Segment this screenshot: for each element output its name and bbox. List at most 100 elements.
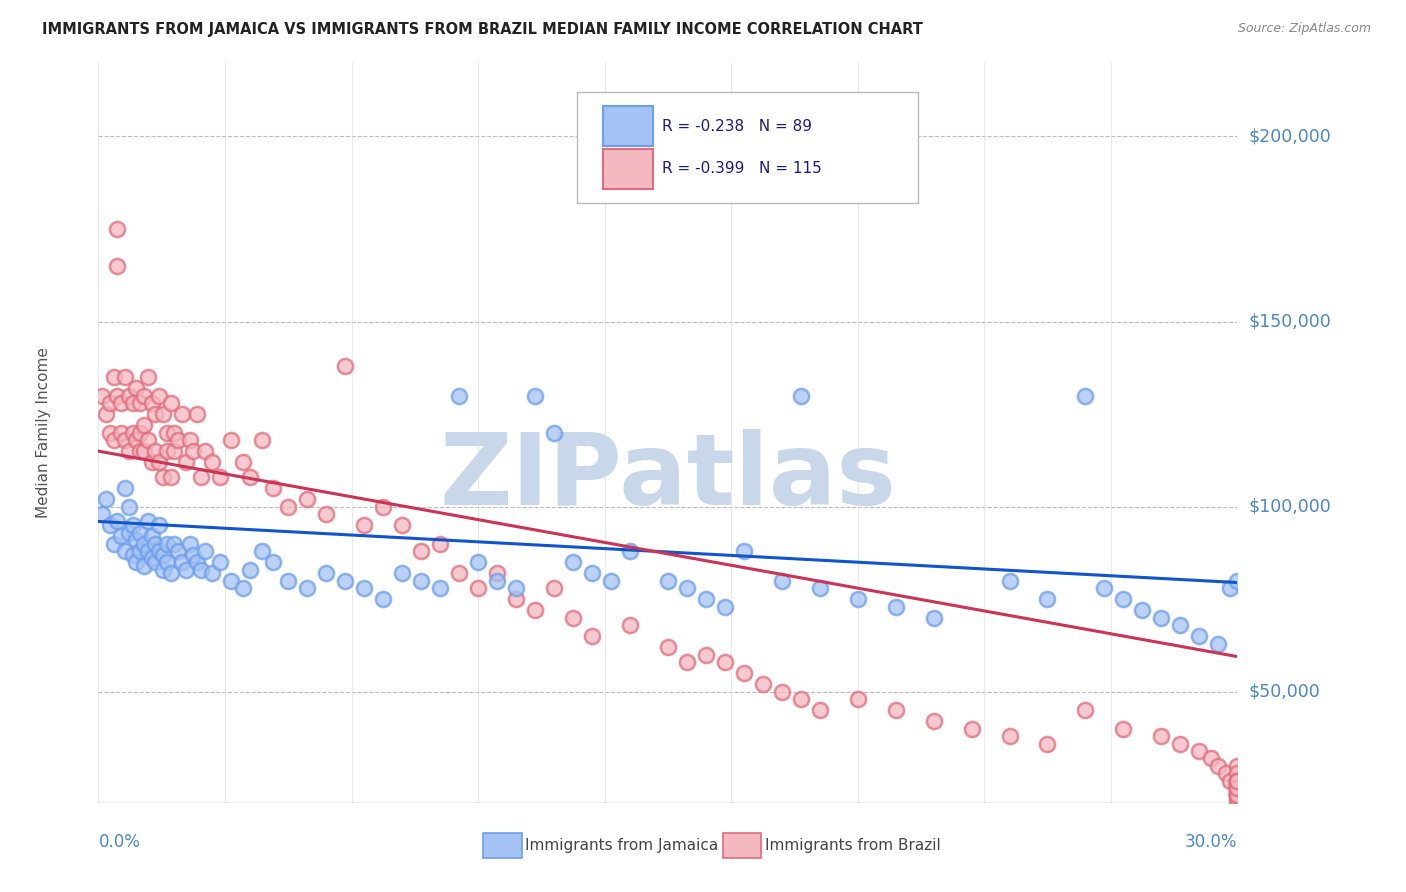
FancyBboxPatch shape — [484, 833, 522, 858]
Point — [145, 444, 167, 458]
Point — [315, 507, 337, 521]
Text: 30.0%: 30.0% — [1185, 833, 1237, 851]
Point — [118, 525, 141, 540]
Point — [524, 389, 547, 403]
Point — [114, 481, 136, 495]
Point — [107, 515, 129, 529]
Point — [524, 603, 547, 617]
Point — [1188, 744, 1211, 758]
Point — [186, 407, 208, 421]
Point — [148, 455, 170, 469]
Point — [1226, 574, 1249, 588]
Point — [543, 425, 565, 440]
Point — [98, 425, 121, 440]
Point — [467, 581, 489, 595]
Point — [156, 444, 179, 458]
Point — [714, 655, 737, 669]
Point — [1208, 637, 1230, 651]
Point — [1226, 777, 1249, 791]
Point — [201, 455, 224, 469]
Point — [562, 611, 585, 625]
Point — [714, 599, 737, 614]
Point — [562, 555, 585, 569]
Point — [132, 389, 155, 403]
Point — [239, 470, 262, 484]
Point — [141, 551, 163, 566]
Text: $200,000: $200,000 — [1249, 128, 1331, 145]
Point — [148, 518, 170, 533]
Point — [136, 433, 159, 447]
Point — [208, 470, 231, 484]
Point — [657, 640, 679, 655]
Point — [676, 655, 699, 669]
Point — [125, 533, 148, 547]
Point — [232, 455, 254, 469]
Point — [297, 581, 319, 595]
FancyBboxPatch shape — [603, 106, 652, 146]
Point — [449, 566, 471, 581]
Point — [132, 444, 155, 458]
FancyBboxPatch shape — [576, 92, 918, 203]
Point — [91, 507, 114, 521]
Point — [110, 396, 132, 410]
Point — [1074, 703, 1097, 717]
Point — [752, 677, 775, 691]
Point — [179, 536, 201, 550]
Point — [114, 433, 136, 447]
Point — [277, 500, 299, 514]
Point — [156, 555, 179, 569]
Point — [600, 574, 623, 588]
Point — [411, 574, 433, 588]
Point — [1226, 773, 1249, 788]
Text: Immigrants from Jamaica: Immigrants from Jamaica — [526, 838, 718, 854]
Point — [110, 529, 132, 543]
Point — [170, 407, 193, 421]
Point — [449, 389, 471, 403]
Point — [183, 548, 205, 562]
Point — [103, 433, 125, 447]
Point — [543, 581, 565, 595]
Point — [94, 492, 117, 507]
Point — [136, 515, 159, 529]
Point — [1219, 773, 1241, 788]
Point — [167, 544, 190, 558]
Point — [676, 581, 699, 595]
Point — [1226, 796, 1249, 810]
Point — [695, 592, 717, 607]
Point — [262, 555, 284, 569]
Point — [148, 389, 170, 403]
Point — [174, 455, 197, 469]
Point — [884, 599, 907, 614]
Point — [132, 558, 155, 573]
Point — [114, 370, 136, 384]
Point — [118, 444, 141, 458]
Point — [183, 444, 205, 458]
Point — [1036, 737, 1059, 751]
Point — [505, 581, 527, 595]
Point — [190, 470, 212, 484]
Point — [1170, 618, 1192, 632]
Point — [121, 518, 143, 533]
Point — [98, 518, 121, 533]
Point — [159, 566, 181, 581]
Point — [1215, 766, 1237, 780]
Point — [1074, 389, 1097, 403]
Point — [998, 574, 1021, 588]
Point — [98, 396, 121, 410]
Point — [315, 566, 337, 581]
Point — [103, 536, 125, 550]
Text: Immigrants from Brazil: Immigrants from Brazil — [765, 838, 941, 854]
Point — [125, 433, 148, 447]
Point — [208, 555, 231, 569]
Text: R = -0.238   N = 89: R = -0.238 N = 89 — [662, 119, 813, 134]
Point — [770, 574, 793, 588]
Point — [129, 544, 152, 558]
Point — [1219, 581, 1241, 595]
Point — [1132, 603, 1154, 617]
Point — [922, 611, 945, 625]
Point — [1226, 780, 1249, 795]
FancyBboxPatch shape — [603, 149, 652, 189]
Point — [371, 500, 394, 514]
Point — [486, 574, 509, 588]
Point — [156, 536, 179, 550]
